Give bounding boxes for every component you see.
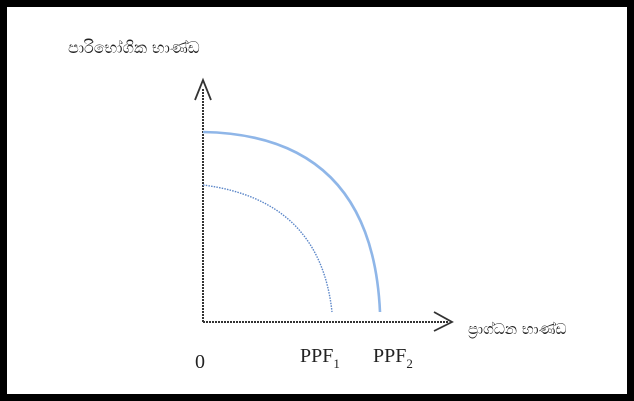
- ppf2-label-base: PPF: [373, 345, 407, 367]
- ppf2-label-sub: 2: [406, 356, 413, 371]
- origin-label: 0: [195, 351, 205, 373]
- ppf1-label: PPF1: [300, 345, 340, 370]
- y-axis-arrow-icon: [194, 77, 212, 101]
- ppf2-curve: [202, 130, 382, 313]
- ppf1-curve: [202, 184, 333, 313]
- x-axis-arrow-icon: [433, 311, 454, 332]
- ppf2-label: PPF2: [373, 345, 413, 370]
- ppf1-label-base: PPF: [300, 345, 334, 367]
- x-axis-label: ප්‍රාග්ධන භාණ්ඩ: [468, 320, 567, 338]
- y-axis-label: පාරිභෝගික භාණ්ඩ: [68, 38, 200, 57]
- ppf1-label-sub: 1: [333, 356, 340, 371]
